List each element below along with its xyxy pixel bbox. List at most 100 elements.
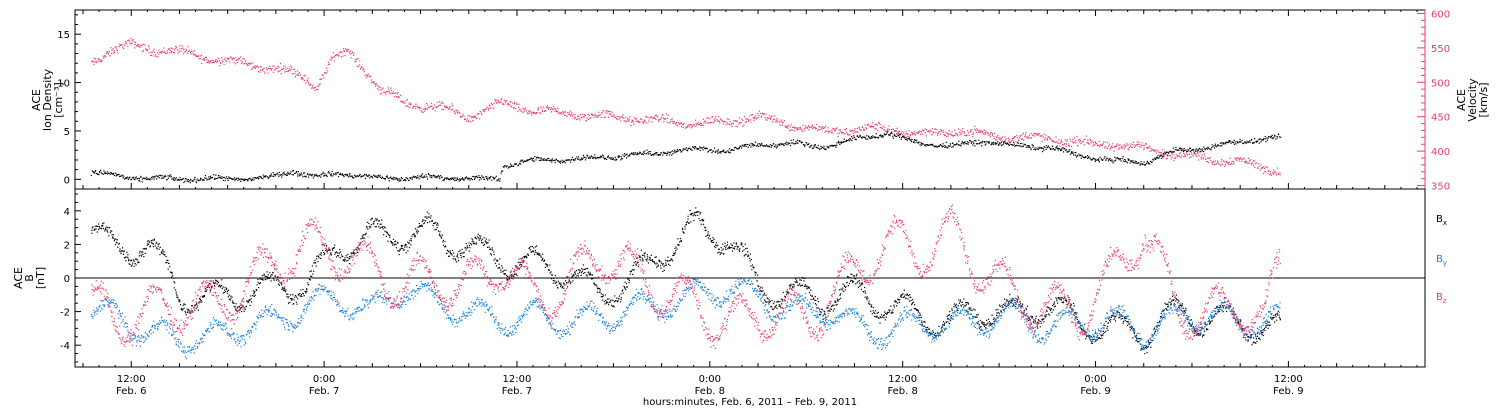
bx-point (601, 293, 602, 294)
density-point (567, 159, 568, 160)
density-point (165, 176, 166, 177)
density-point (793, 139, 794, 140)
velocity-point (1116, 144, 1117, 145)
velocity-point (692, 125, 693, 126)
velocity-point (1141, 145, 1142, 146)
density-point (332, 171, 333, 172)
density-point (450, 178, 451, 179)
b-tick-label: 2 (64, 240, 70, 251)
density-point (311, 175, 312, 176)
density-point (909, 139, 910, 140)
velocity-point (859, 129, 860, 130)
velocity-point (610, 114, 611, 115)
bx-point (560, 283, 561, 284)
velocity-point (405, 102, 406, 103)
velocity-point (171, 51, 172, 52)
velocity-point (125, 41, 126, 42)
bx-point (182, 309, 183, 310)
velocity-point (286, 71, 287, 72)
density-point (808, 143, 809, 144)
bx-point (491, 254, 492, 255)
velocity-point (1124, 149, 1125, 150)
density-point (640, 152, 641, 153)
bx-point (579, 272, 580, 273)
bx-point (635, 261, 636, 262)
velocity-point (397, 97, 398, 98)
bx-point (286, 293, 287, 294)
density-point (541, 158, 542, 159)
density-point (474, 179, 475, 180)
velocity-point (598, 115, 599, 116)
density-point (650, 151, 651, 152)
density-point (539, 160, 540, 161)
bx-point (128, 259, 129, 260)
bx-point (430, 215, 431, 216)
velocity-point (225, 57, 226, 58)
bx-point (139, 252, 140, 253)
velocity-point (452, 105, 453, 106)
density-point (759, 143, 760, 144)
velocity-point (745, 122, 746, 123)
bx-point (764, 293, 765, 294)
velocity-point (316, 89, 317, 90)
density-point (398, 178, 399, 179)
density-point (761, 143, 762, 144)
velocity-point (808, 126, 809, 127)
velocity-point (1037, 134, 1038, 135)
bx-point (103, 222, 104, 223)
velocity-point (663, 118, 664, 119)
bx-point (142, 254, 143, 255)
density-point (858, 136, 859, 137)
density-point (487, 179, 488, 180)
density-point (572, 157, 573, 158)
velocity-point (450, 106, 451, 107)
density-point (1114, 161, 1115, 162)
density-point (524, 160, 525, 161)
bx-point (305, 292, 306, 293)
velocity-point (1048, 136, 1049, 137)
velocity-point (779, 121, 780, 122)
velocity-point (215, 60, 216, 61)
velocity-point (1112, 147, 1113, 148)
density-point (489, 178, 490, 179)
density-point (1110, 158, 1111, 159)
bx-point (475, 237, 476, 238)
velocity-point (579, 119, 580, 120)
velocity-point (970, 130, 971, 131)
density-point (173, 178, 174, 179)
velocity-point (946, 136, 947, 137)
velocity-point (1099, 146, 1100, 147)
density-point (1159, 156, 1160, 157)
bx-point (161, 253, 162, 254)
velocity-point (139, 45, 140, 46)
bx-point (647, 254, 648, 255)
velocity-point (323, 75, 324, 76)
density-point (853, 135, 854, 136)
density-point (434, 175, 435, 176)
velocity-point (347, 49, 348, 50)
bx-point (573, 275, 574, 276)
velocity-point (207, 62, 208, 63)
velocity-point (236, 60, 237, 61)
bx-point (346, 260, 347, 261)
bx-point (224, 292, 225, 293)
velocity-point (415, 104, 416, 105)
density-point (862, 136, 863, 137)
velocity-point (656, 115, 657, 116)
density-point (282, 175, 283, 176)
density-point (677, 151, 678, 152)
velocity-point (504, 100, 505, 101)
bx-point (187, 312, 188, 313)
velocity-point (532, 112, 533, 113)
velocity-point (725, 121, 726, 122)
density-point (682, 150, 683, 151)
velocity-point (111, 50, 112, 51)
bx-point (797, 282, 798, 283)
density-point (1042, 151, 1043, 152)
bx-point (674, 253, 675, 254)
density-point (1155, 158, 1156, 159)
velocity-point (303, 79, 304, 80)
velocity-point (110, 47, 111, 48)
density-point (626, 157, 627, 158)
bx-point (171, 273, 172, 274)
